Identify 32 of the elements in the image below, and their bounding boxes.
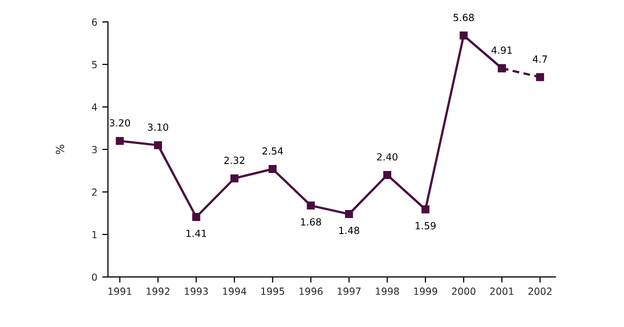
x-tick-label: 1998 [376, 288, 399, 295]
data-label: 4.7 [532, 56, 547, 63]
y-tick-label: 2 [92, 188, 97, 196]
x-tick-label: 1994 [223, 288, 246, 295]
y-tick-label: 5 [92, 61, 97, 68]
y-axis-title: % [56, 144, 64, 154]
data-label: 3.20 [110, 119, 130, 127]
x-tick-label: 1999 [414, 288, 438, 295]
y-tick-label: 6 [92, 18, 97, 26]
y-tick-label: 0 [92, 273, 97, 281]
x-tick-label: 2000 [452, 288, 476, 295]
x-tick-label: 1993 [184, 288, 208, 295]
data-label: 1.41 [186, 230, 206, 237]
data-label: 1.59 [416, 222, 436, 230]
data-label: 2.54 [262, 147, 283, 155]
x-tick-label: 1997 [338, 288, 361, 295]
data-label: 5.68 [454, 14, 474, 22]
data-label: 3.10 [148, 123, 168, 131]
data-label: 2.32 [224, 156, 244, 164]
x-tick-label: 1992 [146, 288, 170, 295]
x-tick-label: 1991 [108, 288, 132, 295]
x-tick-label: 2002 [528, 288, 552, 295]
x-tick-label: 1996 [300, 288, 323, 295]
x-tick-label: 1995 [261, 288, 284, 295]
y-tick-label: 4 [92, 104, 97, 111]
y-tick-label: 3 [92, 146, 97, 154]
y-tick-label: 1 [92, 231, 97, 238]
x-tick-label: 2001 [490, 288, 514, 295]
data-label: 4.91 [492, 46, 512, 54]
data-label: 1.68 [301, 218, 321, 226]
data-label: 2.40 [377, 153, 398, 161]
data-label: 1.48 [339, 226, 360, 234]
